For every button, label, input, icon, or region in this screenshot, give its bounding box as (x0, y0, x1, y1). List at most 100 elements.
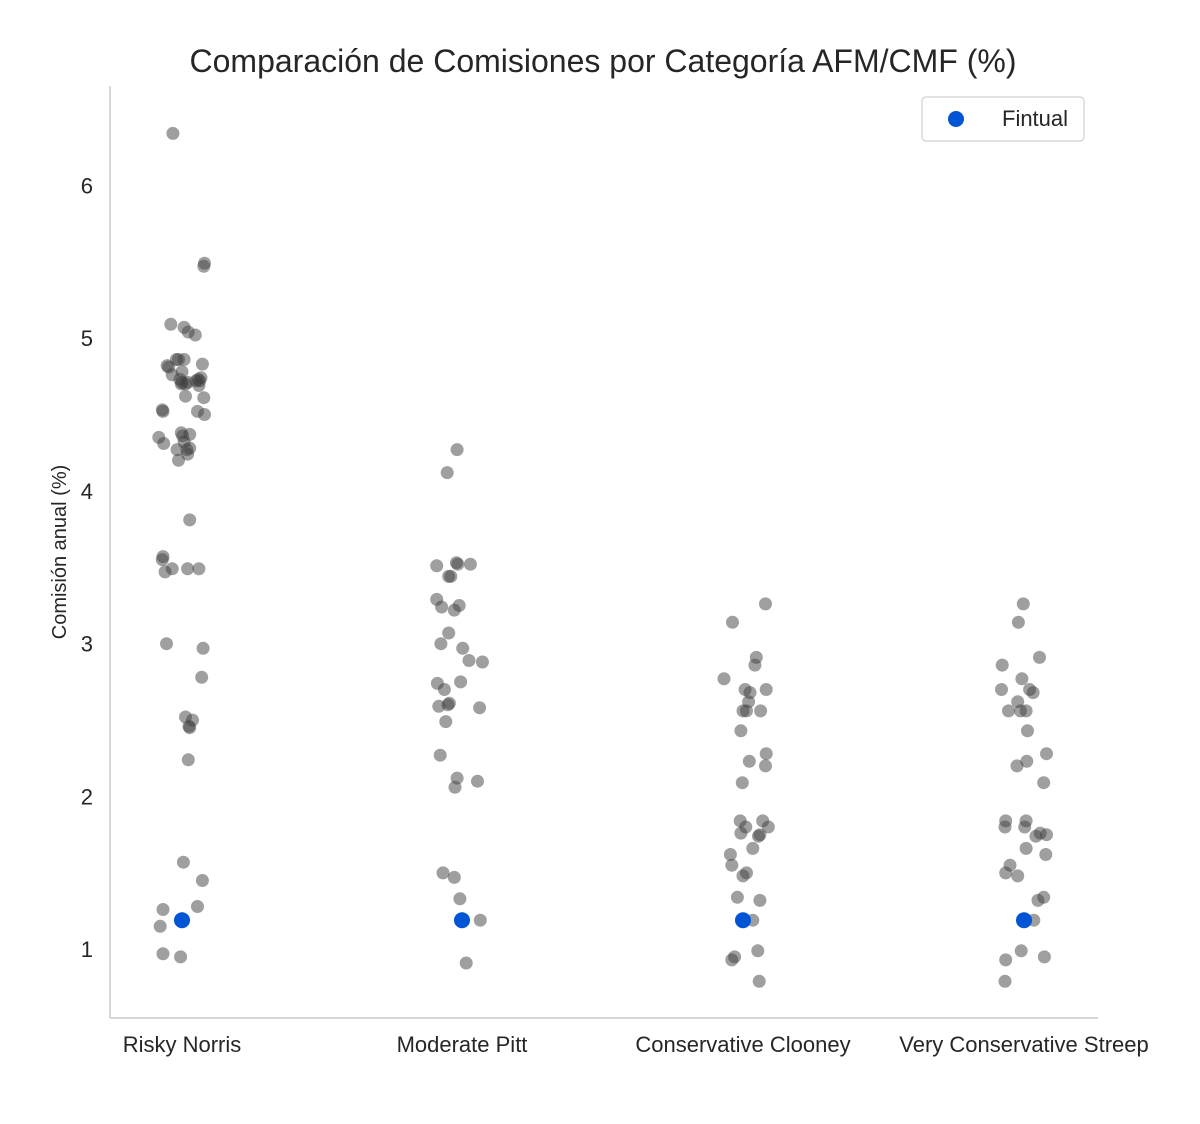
data-point (751, 944, 765, 958)
data-point (447, 870, 461, 884)
y-tick-label: 6 (81, 173, 93, 198)
data-point (433, 748, 447, 762)
data-point (998, 820, 1012, 834)
x-tick-label: Very Conservative Streep (899, 1032, 1148, 1057)
highlight-point-fintual (454, 912, 470, 929)
data-point (155, 553, 169, 567)
data-point (471, 774, 484, 788)
data-point (196, 641, 210, 655)
data-point (462, 654, 476, 667)
data-point (759, 597, 772, 611)
data-point (1018, 820, 1032, 834)
data-point (454, 675, 468, 689)
data-point (430, 559, 444, 573)
data-point (1040, 828, 1053, 842)
data-point (463, 557, 477, 571)
x-tick-label: Moderate Pitt (397, 1032, 528, 1057)
data-point (735, 776, 749, 790)
legend: Fintual (921, 96, 1085, 142)
data-point (432, 699, 446, 713)
legend-marker-fintual (948, 111, 964, 127)
data-point (748, 658, 762, 672)
data-point (156, 947, 170, 961)
data-point (742, 754, 756, 768)
data-point (164, 317, 178, 331)
data-point (1037, 950, 1051, 964)
data-point (170, 443, 184, 457)
y-tick-label: 5 (81, 326, 93, 351)
data-point (740, 704, 753, 718)
data-point (440, 466, 454, 480)
data-point (1021, 724, 1034, 738)
data-point (166, 126, 180, 140)
data-point (1039, 848, 1053, 861)
x-ticks: Risky Norris Moderate Pitt Conservative Cl… (123, 1032, 1149, 1057)
data-point (1026, 686, 1040, 700)
data-point (450, 443, 464, 457)
data-point (459, 956, 473, 970)
data-point (451, 557, 465, 571)
data-point (435, 600, 449, 614)
data-point (153, 919, 167, 933)
data-point (1011, 615, 1025, 629)
legend-box (921, 96, 1085, 142)
data-point (179, 389, 192, 403)
data-point (174, 377, 188, 391)
highlight-points (174, 912, 1032, 929)
data-point (1002, 704, 1015, 718)
y-tick-label: 1 (81, 937, 93, 962)
data-point (156, 903, 170, 916)
data-point (192, 379, 206, 392)
data-point (753, 893, 767, 907)
y-tick-label: 2 (81, 784, 93, 809)
data-point (752, 829, 765, 843)
data-point (1010, 759, 1024, 773)
data-point (995, 658, 1009, 672)
data-point (181, 753, 195, 767)
y-tick-label: 3 (81, 632, 93, 657)
data-point (195, 670, 209, 684)
data-point (998, 974, 1012, 988)
data-point (436, 866, 450, 880)
data-point (195, 874, 209, 887)
data-point (181, 447, 195, 461)
data-point (183, 721, 197, 735)
data-point (439, 715, 453, 729)
data-point (725, 858, 739, 872)
data-point (1011, 869, 1025, 883)
data-points (152, 126, 1053, 988)
data-point (726, 615, 739, 629)
data-point (174, 950, 188, 964)
data-point (1031, 893, 1045, 907)
data-point (195, 357, 209, 371)
x-tick-label: Risky Norris (123, 1032, 242, 1057)
data-point (717, 672, 731, 686)
data-point (160, 637, 173, 651)
data-point (473, 701, 487, 715)
data-point (434, 637, 448, 651)
legend-label-fintual: Fintual (1002, 106, 1068, 131)
data-point (734, 826, 748, 840)
highlight-point-fintual (735, 912, 751, 929)
data-point (761, 820, 775, 834)
data-point (447, 603, 461, 617)
data-point (157, 437, 171, 450)
data-point (191, 900, 204, 913)
y-tick-label: 4 (81, 479, 93, 504)
data-point (181, 562, 195, 576)
data-point (176, 855, 190, 869)
data-point (177, 353, 191, 366)
x-tick-label: Conservative Clooney (635, 1032, 850, 1057)
data-point (759, 747, 773, 761)
data-point (754, 704, 768, 718)
data-point (158, 565, 172, 579)
data-point (1020, 754, 1034, 768)
data-point (453, 892, 467, 906)
data-point (999, 866, 1013, 880)
data-point (1015, 672, 1029, 686)
data-point (759, 759, 772, 773)
data-point (995, 683, 1008, 696)
data-point (198, 408, 211, 421)
data-point (183, 513, 197, 527)
data-point (1040, 747, 1053, 761)
